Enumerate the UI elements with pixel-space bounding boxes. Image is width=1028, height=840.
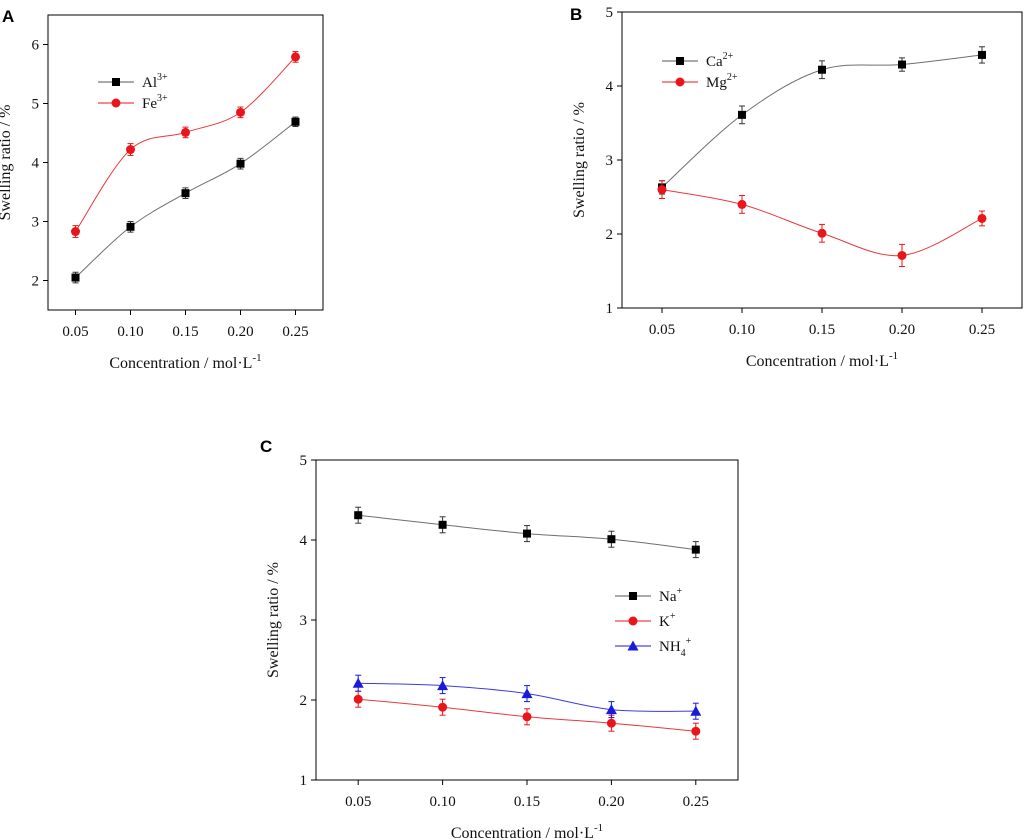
data-point [437,680,449,691]
x-tick-label: 0.20 [889,322,915,338]
y-tick-label: 3 [606,153,614,169]
x-tick-label: 0.20 [598,794,624,810]
data-point [522,712,532,722]
x-tick-label: 0.25 [282,324,308,340]
data-point [291,52,300,62]
data-point [898,60,906,69]
data-point [236,107,245,117]
legend-label: NH4+ [659,636,692,659]
data-point [691,726,701,736]
data-point [897,250,907,260]
y-tick-label: 3 [300,613,308,629]
legend-label: K+ [659,611,676,630]
legend-marker [627,640,639,651]
panel-label-c: C [260,437,272,456]
panel-label-b: B [570,5,582,24]
legend-marker [111,98,121,108]
data-point [71,227,80,237]
plot-frame [621,11,1023,309]
x-tick-label: 0.15 [514,794,540,810]
y-axis-label: Swelling ratio / % [571,102,588,218]
y-tick-label: 2 [32,274,40,290]
chart-panel-c: 1 2 3 4 5 0.05 0.10 0.15 0.20 0.25 Concentration /… [265,453,739,840]
x-axis-label: Concentration / mol·L-1 [746,350,898,370]
data-point [738,110,746,119]
data-point [354,511,363,520]
x-tick-label: 0.25 [969,322,995,338]
data-point [438,702,448,712]
panel-label-a: A [2,7,14,26]
y-tick-label: 5 [606,5,614,21]
x-tick-label: 0.15 [172,324,198,340]
data-point [657,185,667,195]
y-tick-label: 1 [300,773,308,789]
legend-marker [676,57,684,65]
y-tick-label: 5 [300,453,308,469]
data-point [71,273,80,282]
legend-marker [675,77,685,87]
y-tick-label: 6 [32,38,40,54]
data-point [236,159,245,168]
data-point [607,535,616,544]
x-tick-label: 0.10 [117,324,143,340]
y-tick-label: 2 [300,693,308,709]
legend-marker [629,592,637,600]
legend-label: Mg2+ [706,72,738,91]
chart-panel-b: 1 2 3 4 5 0.05 0.10 0.15 0.20 0.25 Concentration /… [571,5,1023,370]
y-axis-label: Swelling ratio / % [265,562,282,678]
x-tick-label: 0.25 [683,794,709,810]
data-point [737,199,747,209]
legend-marker [112,78,120,86]
data-point [181,189,190,198]
x-tick-label: 0.05 [62,324,88,340]
data-point [690,705,702,716]
legend-label: Ca2+ [706,51,734,70]
data-point [126,222,135,231]
data-point [818,65,826,74]
series-line [75,121,296,278]
data-point [523,529,531,538]
legend-label: Fe3+ [142,93,168,112]
series-line [75,56,296,232]
legend-marker [628,616,638,626]
series-line [661,189,983,257]
y-tick-label: 4 [606,79,614,95]
data-point [438,520,447,529]
data-point [605,704,617,715]
legend-label: Al3+ [142,72,168,91]
x-tick-label: 0.15 [809,322,835,338]
data-point [606,718,616,728]
x-tick-label: 0.10 [429,794,455,810]
plot-frame [47,14,324,311]
data-point [126,145,135,155]
legend-label: Na+ [659,586,683,605]
data-point [817,228,827,238]
chart-panel-a: 2 3 4 5 6 0.05 0.10 0.15 0.20 0.25 Concentration /… [0,14,324,372]
y-tick-label: 3 [32,215,40,231]
data-point [291,117,300,126]
y-tick-label: 2 [606,227,614,243]
y-axis-label: Swelling ratio / % [0,105,14,221]
x-axis-label: Concentration / mol·L-1 [109,352,261,372]
y-tick-label: 1 [606,301,614,317]
y-tick-label: 4 [300,533,308,549]
data-point [181,127,190,137]
x-tick-label: 0.20 [227,324,253,340]
data-point [353,694,363,704]
x-tick-label: 0.05 [649,322,675,338]
data-point [352,677,364,688]
x-axis-label: Concentration / mol·L-1 [451,822,603,840]
data-point [691,545,700,554]
y-tick-label: 5 [32,97,40,113]
x-tick-label: 0.10 [729,322,755,338]
x-tick-label: 0.05 [345,794,371,810]
data-point [977,213,987,223]
data-point [521,688,533,699]
data-point [978,50,986,59]
y-tick-label: 4 [32,156,40,172]
